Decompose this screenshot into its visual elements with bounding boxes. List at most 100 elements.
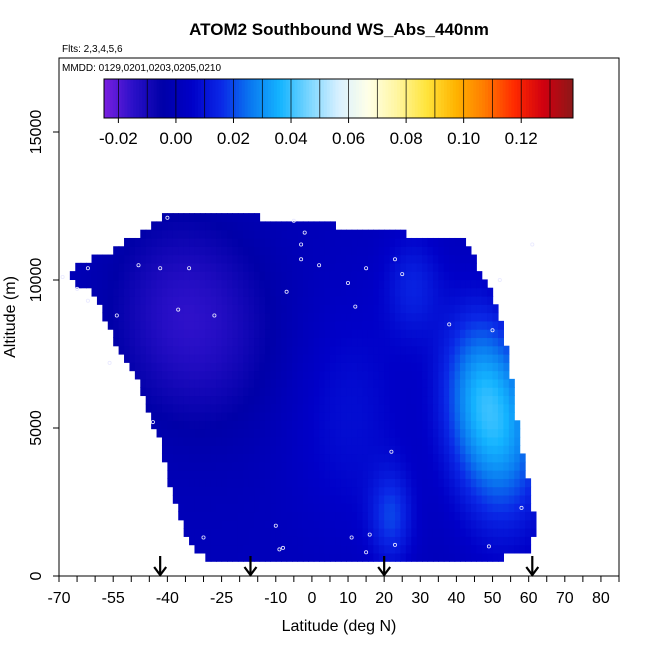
heatmap-cell [335,503,342,513]
heatmap-cell [156,287,163,297]
observation-point [273,523,278,528]
heatmap-cell [302,436,309,446]
colorbar-segment [315,79,319,118]
heatmap-cell [454,262,461,272]
heatmap-cell [167,271,174,281]
observation-point [345,280,350,285]
x-tick-label: -70 [47,590,70,607]
heatmap-cell [470,536,477,546]
heatmap-cell [384,246,391,256]
heatmap-cell [508,536,515,546]
heatmap-cell [199,254,206,264]
heatmap-cell [286,528,293,537]
heatmap-cell [292,254,299,264]
heatmap-cell [227,354,234,363]
heatmap-cell [465,519,472,529]
heatmap-cell [145,312,152,322]
heatmap-cell [178,221,185,231]
heatmap-cell [227,378,234,388]
heatmap-cell [237,519,244,529]
heatmap-cell [438,503,445,513]
heatmap-cell [389,445,396,455]
heatmap-cell [384,494,391,504]
heatmap-cell [427,295,434,305]
heatmap-cell [487,494,494,504]
heatmap-cell [113,337,120,347]
heatmap-cell [199,287,206,297]
heatmap-cell [454,271,461,281]
heatmap-cell [497,354,504,363]
heatmap-cell [248,262,255,272]
heatmap-cell [199,436,206,446]
heatmap-cell [340,362,347,372]
heatmap-cell [438,412,445,421]
heatmap-cell [140,320,147,330]
heatmap-cell [302,320,309,330]
heatmap-cell [411,254,418,264]
heatmap-cell [454,436,461,446]
heatmap-cell [297,528,304,537]
colorbar-segment [288,79,293,118]
colorbar-segment [147,79,152,118]
heatmap-cell [243,445,250,455]
heatmap-cell [270,237,277,247]
heatmap-cell [503,486,510,496]
heatmap-cell [443,552,450,562]
heatmap-cell [237,345,244,355]
heatmap-cell [248,213,255,222]
heatmap-cell [183,254,190,264]
heatmap-cell [400,536,407,546]
heatmap-cell [443,445,450,455]
heatmap-cell [237,528,244,537]
heatmap-cell [292,436,299,446]
heatmap-cell [221,378,228,388]
heatmap-cell [199,262,206,272]
heatmap-cell [362,320,369,330]
heatmap-cell [373,370,380,380]
heatmap-cell [254,528,261,537]
heatmap-cell [460,470,467,479]
heatmap-cell [470,478,477,488]
heatmap-cell [416,436,423,446]
heatmap-cell [302,312,309,322]
heatmap-cell [432,420,439,430]
heatmap-cell [124,354,131,363]
heatmap-cell [324,304,331,314]
heatmap-cell [313,552,320,562]
heatmap-cell [487,420,494,430]
heatmap-cell [432,395,439,405]
heatmap-cell [384,312,391,322]
heatmap-cell [205,271,212,281]
heatmap-cell [264,412,271,421]
heatmap-cell [194,304,201,314]
heatmap-cell [514,445,521,455]
heatmap-cell [275,544,282,554]
heatmap-cell [232,221,239,231]
heatmap-cell [335,254,342,264]
heatmap-cell [292,287,299,297]
heatmap-cell [405,552,412,562]
heatmap-cell [221,387,228,397]
heatmap-cell [395,519,402,529]
heatmap-cell [357,486,364,496]
heatmap-cell [161,428,168,438]
heatmap-cell [389,453,396,463]
heatmap-cell [389,345,396,355]
heatmap-cell [416,320,423,330]
heatmap-cell [438,370,445,380]
heatmap-cell [205,287,212,297]
heatmap-cell [172,445,179,455]
heatmap-cell [232,478,239,488]
heatmap-cell [351,453,358,463]
heatmap-cell [503,519,510,529]
heatmap-cell [167,254,174,264]
x-tick-label: -40 [156,590,179,607]
heatmap-cell [470,412,477,421]
heatmap-cell [340,528,347,537]
heatmap-cell [373,304,380,314]
heatmap-cell [405,329,412,339]
heatmap-cell [470,544,477,554]
heatmap-cell [161,445,168,455]
heatmap-cell [227,511,234,521]
heatmap-cell [443,470,450,479]
